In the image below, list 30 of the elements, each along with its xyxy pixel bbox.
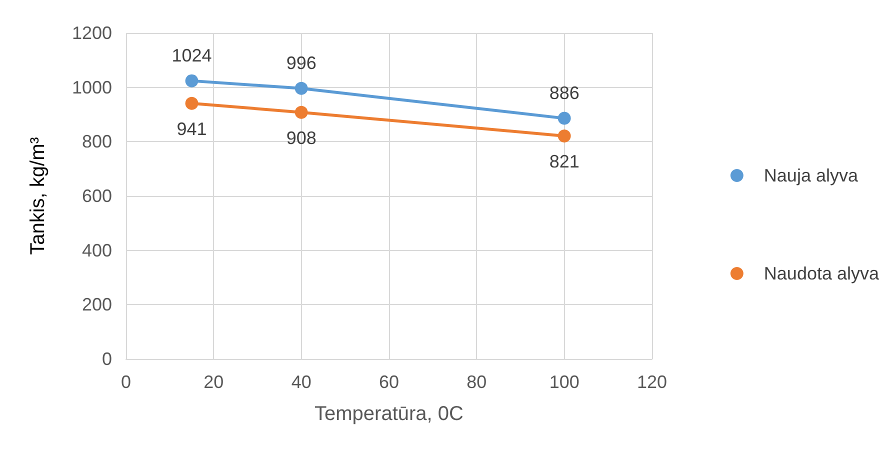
y-tick-label: 1200: [72, 23, 112, 43]
x-tick-label: 120: [636, 372, 668, 392]
y-tick-label: 0: [102, 349, 112, 369]
y-tick-label: 400: [82, 240, 112, 260]
data-label: 941: [176, 118, 207, 139]
legend-label: Nauja alyva: [764, 166, 859, 186]
y-tick-label: 800: [82, 132, 112, 152]
x-tick-label: 100: [549, 372, 580, 392]
data-label: 996: [286, 52, 316, 73]
data-label: 821: [549, 151, 580, 172]
x-tick-label: 0: [120, 372, 132, 392]
y-tick-label: 600: [82, 186, 112, 206]
point: [294, 106, 308, 119]
x-tick-label: 20: [204, 372, 224, 392]
data-label: 1024: [172, 45, 212, 66]
x-tick-label: 80: [466, 372, 487, 392]
point: [558, 129, 571, 142]
data-label: 908: [286, 128, 316, 148]
point: [558, 112, 571, 125]
point: [294, 82, 308, 95]
y-tick-label: 1000: [72, 77, 112, 98]
x-tick-label: 60: [378, 372, 400, 392]
point: [185, 74, 198, 88]
point: [185, 96, 198, 110]
x-axis-title: Temperatūra, 0C: [314, 403, 464, 425]
y-axis-title: Tankis, kg/m³: [27, 136, 49, 255]
data-label: 886: [549, 82, 580, 103]
x-tick-label: 40: [291, 372, 312, 392]
legend-label: Naudota alyva: [764, 264, 880, 284]
y-tick-label: 200: [82, 294, 112, 315]
